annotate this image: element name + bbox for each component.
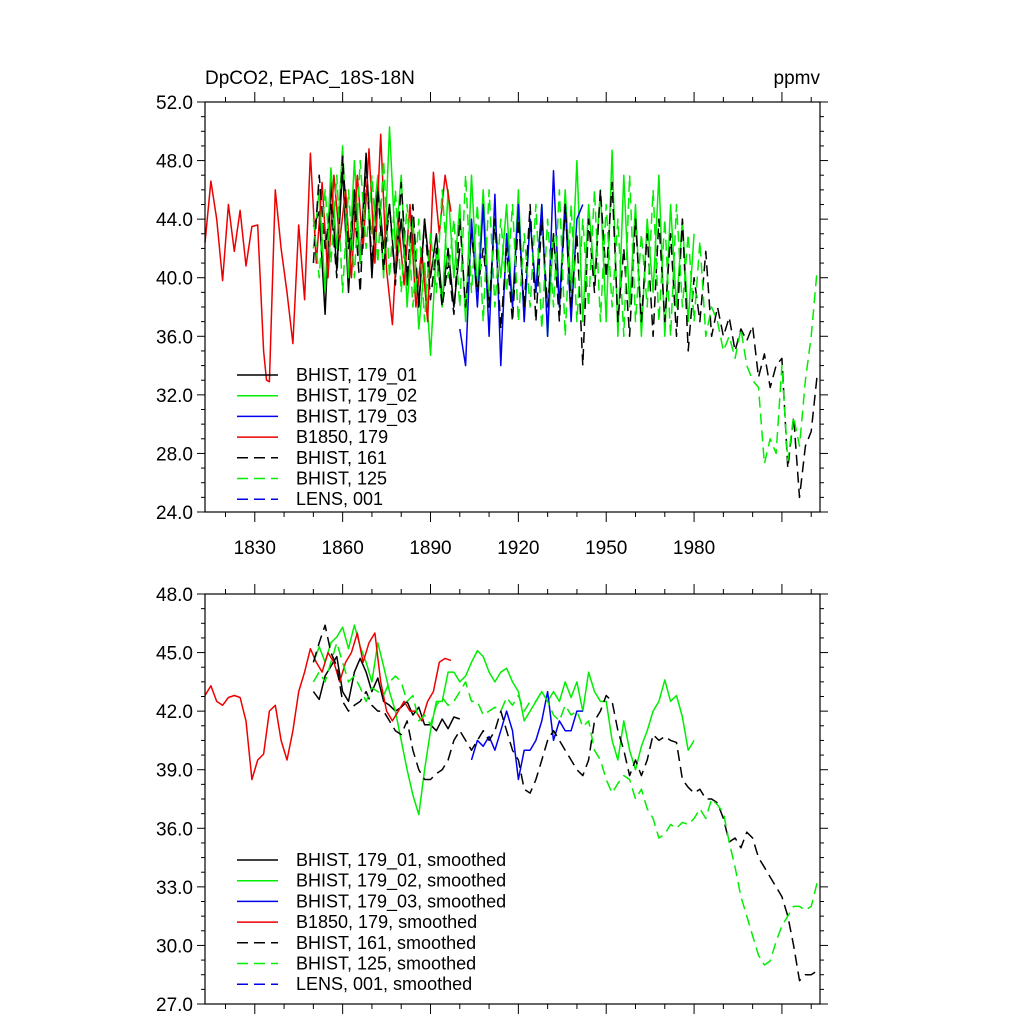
top-y-tick-label: 44.0	[156, 210, 193, 231]
top-series-5-line	[312, 159, 818, 465]
top-y-tick-label: 52.0	[156, 93, 193, 114]
bottom-series-2-line	[470, 690, 583, 781]
bottom-series-5-line	[312, 642, 818, 966]
top-series-1-line	[312, 126, 695, 357]
top-y-tick-label: 40.0	[156, 269, 193, 290]
bottom-series-0-line	[312, 655, 461, 732]
bottom-axes: 27.0 30.0 33.0 36.0 39.0 42.0 45.0 48.0	[156, 584, 828, 1016]
bottom-legend-label: BHIST, 179_02, smoothed	[296, 871, 506, 892]
bottom-legend-label: B1850, 179, smoothed	[296, 912, 477, 932]
bottom-y-tick-label: 42.0	[156, 702, 193, 723]
top-legend-label: BHIST, 179_03	[296, 406, 417, 427]
top-legend-label: BHIST, 161	[296, 448, 387, 468]
bottom-y-tick-label: 48.0	[156, 585, 193, 606]
top-legend-label: B1850, 179	[296, 427, 388, 447]
bottom-y-tick-label: 45.0	[156, 644, 193, 665]
bottom-legend-label: BHIST, 179_01, smoothed	[296, 850, 506, 871]
top-x-tick-label: 1830	[234, 538, 276, 559]
bottom-y-tick-label: 33.0	[156, 878, 193, 899]
top-panel-units: ppmv	[774, 68, 821, 89]
top-series-0-line	[312, 152, 461, 316]
top-y-tick-label: 36.0	[156, 327, 193, 348]
top-y-tick-label: 28.0	[156, 444, 193, 465]
bottom-plot-frame	[204, 593, 821, 1005]
top-legend-label: BHIST, 179_01	[296, 365, 417, 386]
bottom-legend-label: BHIST, 125, smoothed	[296, 954, 476, 974]
bottom-y-tick-label: 30.0	[156, 936, 193, 957]
top-x-tick-label: 1920	[497, 538, 539, 559]
top-series-4-line	[312, 155, 818, 499]
bottom-y-tick-label: 27.0	[156, 995, 193, 1016]
top-panel-title: DpCO2, EPAC_18S-18N	[205, 68, 415, 89]
top-series-3-line	[204, 133, 452, 383]
bottom-series-3-line	[204, 632, 452, 781]
top-x-tick-label: 1860	[322, 538, 364, 559]
bottom-y-tick-label: 39.0	[156, 761, 193, 782]
top-y-tick-label: 24.0	[156, 503, 193, 524]
top-x-tick-label: 1980	[673, 538, 715, 559]
top-legend-label: BHIST, 125	[296, 469, 387, 489]
bottom-y-tick-label: 36.0	[156, 819, 193, 840]
top-axes: 24.0 28.0 32.0 36.0 40.0 44.0 48.0 52.0 1830 1860…	[156, 92, 828, 559]
top-legend-label: BHIST, 179_02	[296, 386, 417, 407]
top-plot-frame	[204, 101, 821, 513]
bottom-series-layer	[204, 624, 818, 982]
top-y-tick-label: 32.0	[156, 386, 193, 407]
top-panel: DpCO2, EPAC_18S-18N ppmv BHIST, 179_01BH…	[156, 68, 828, 559]
bottom-series-4-line	[312, 624, 818, 982]
bottom-legend-label: BHIST, 161, smoothed	[296, 933, 476, 953]
top-y-tick-label: 48.0	[156, 152, 193, 173]
top-legend-label: LENS, 001	[296, 489, 383, 509]
top-series-layer	[204, 126, 818, 499]
top-x-tick-label: 1890	[409, 538, 451, 559]
bottom-legend-label: LENS, 001, smoothed	[296, 974, 472, 994]
bottom-legend-label: BHIST, 179_03, smoothed	[296, 891, 506, 912]
top-x-tick-label: 1950	[585, 538, 627, 559]
